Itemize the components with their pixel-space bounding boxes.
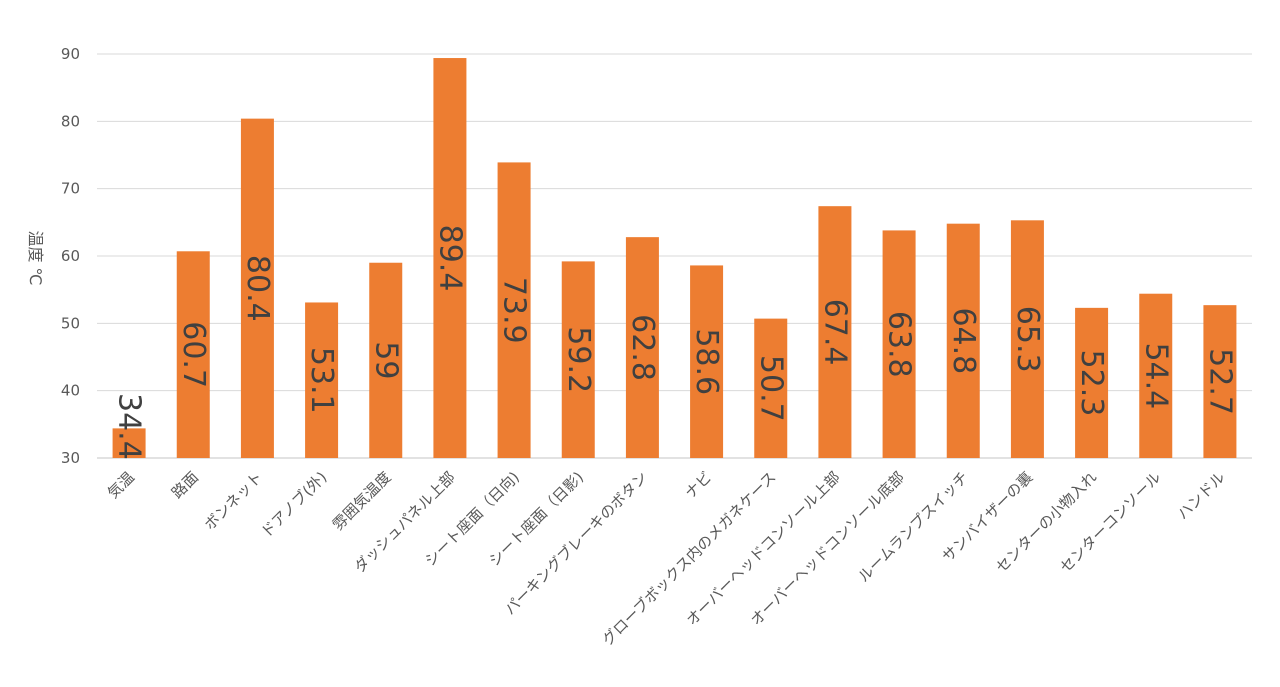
bar bbox=[1075, 307, 1109, 458]
data-label: 63.8 bbox=[882, 311, 917, 378]
bar bbox=[1010, 220, 1044, 458]
bar bbox=[433, 58, 467, 458]
data-label: 65.3 bbox=[1010, 306, 1045, 373]
bar bbox=[690, 265, 724, 458]
data-label: 67.4 bbox=[817, 299, 852, 366]
x-axis-labels: 気温 路面ボンネットドアノブ(外)雰囲気温度ダッシュパネル上部シート座面（日向)シ… bbox=[104, 468, 1229, 649]
data-label: 89.4 bbox=[432, 225, 467, 292]
bar bbox=[369, 262, 403, 458]
bars bbox=[112, 58, 1237, 458]
bar bbox=[176, 251, 210, 458]
data-label: 53.1 bbox=[304, 347, 339, 414]
bar bbox=[625, 237, 659, 458]
y-tick-label: 30 bbox=[61, 449, 80, 467]
bar bbox=[754, 318, 788, 458]
data-label: 34.4 bbox=[112, 393, 147, 460]
bar bbox=[1203, 305, 1237, 458]
bar bbox=[561, 261, 595, 458]
y-tick-label: 40 bbox=[61, 382, 80, 400]
data-label: 58.6 bbox=[689, 328, 724, 395]
x-tick-label: ドアノブ(外) bbox=[257, 468, 330, 541]
data-label: 60.7 bbox=[176, 321, 211, 388]
x-tick-label: 路面 bbox=[168, 468, 202, 502]
bar bbox=[946, 223, 980, 458]
bar bbox=[240, 118, 274, 458]
y-tick-label: 50 bbox=[61, 314, 80, 332]
grid-lines bbox=[97, 53, 1252, 459]
x-tick-label: 雰囲気温度 bbox=[329, 468, 395, 534]
y-tick-label: 60 bbox=[61, 247, 80, 265]
data-label: 54.4 bbox=[1138, 342, 1173, 409]
data-label: 64.8 bbox=[946, 307, 981, 374]
x-tick-label: ルームランプスイッチ bbox=[854, 468, 972, 586]
bar bbox=[818, 206, 852, 458]
data-label: 52.7 bbox=[1202, 348, 1237, 415]
data-label: 62.8 bbox=[625, 314, 660, 381]
bar bbox=[305, 302, 339, 458]
x-tick-label: 気温 bbox=[104, 468, 138, 502]
data-label: 50.7 bbox=[753, 355, 788, 422]
y-tick-label: 80 bbox=[61, 112, 80, 130]
x-tick-label: ボンネット bbox=[201, 468, 267, 534]
data-label: 73.9 bbox=[497, 277, 532, 344]
data-label: 59 bbox=[368, 341, 403, 379]
y-tick-label: 70 bbox=[61, 180, 80, 198]
data-labels: 34.4 60.7 80.4 53.1 59 89.4 73.9 59.2 62.8 58.6 50… bbox=[112, 225, 1238, 460]
data-label: 52.3 bbox=[1074, 350, 1109, 417]
y-axis-label: 温度 ℃ bbox=[26, 230, 45, 285]
bar bbox=[1139, 293, 1173, 458]
x-tick-label: ナビ bbox=[681, 468, 715, 502]
y-axis-ticks: 30 40 50 60 70 80 90 bbox=[61, 45, 80, 467]
data-label: 80.4 bbox=[240, 255, 275, 322]
bar bbox=[882, 230, 916, 458]
bar bbox=[497, 162, 531, 458]
bar bbox=[112, 428, 146, 458]
y-tick-label: 90 bbox=[61, 45, 80, 63]
data-label: 59.2 bbox=[561, 326, 596, 393]
x-tick-label: ハンドル bbox=[1174, 468, 1229, 523]
